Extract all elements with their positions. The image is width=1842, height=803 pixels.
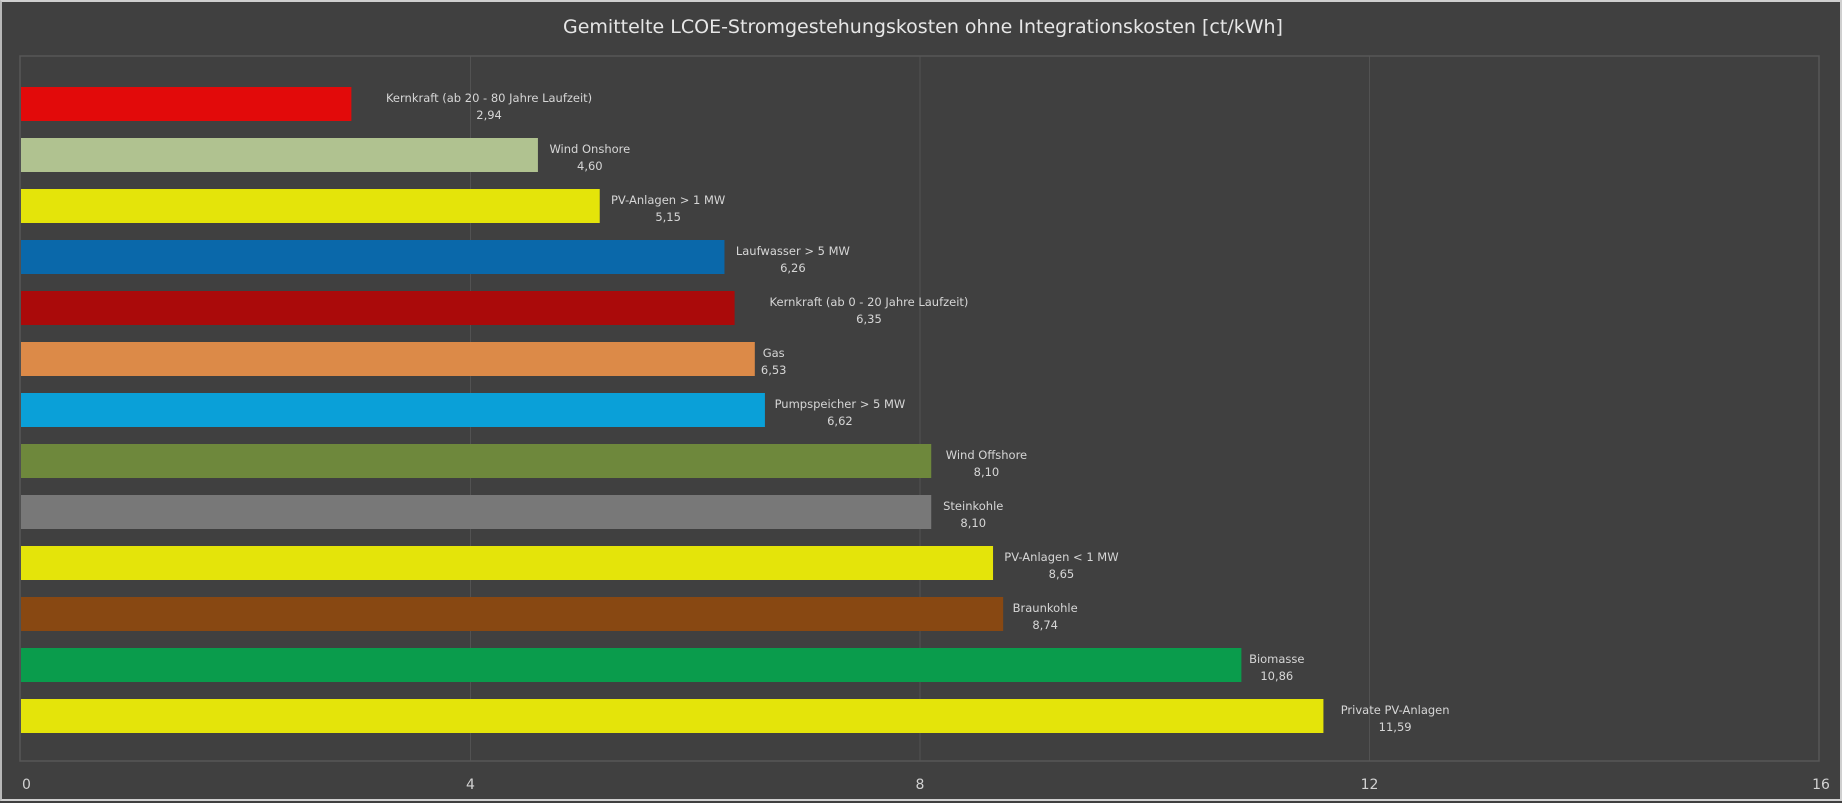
- x-tick-label: 8: [916, 777, 925, 793]
- bar-category-label: PV-Anlagen > 1 MW: [611, 193, 725, 207]
- bar-category-label: Private PV-Anlagen: [1341, 703, 1450, 717]
- x-tick-label: 0: [22, 777, 31, 793]
- bar-value-label: 8,74: [1032, 618, 1058, 632]
- x-tick-label: 4: [466, 777, 475, 793]
- bar-category-label: Laufwasser > 5 MW: [736, 244, 850, 258]
- bar: [21, 138, 538, 172]
- bar-value-label: 11,59: [1379, 720, 1412, 734]
- bar-value-label: 4,60: [577, 159, 603, 173]
- bar-value-label: 8,10: [960, 516, 986, 530]
- chart-title: Gemittelte LCOE-Stromgestehungskosten oh…: [563, 16, 1283, 38]
- bar: [21, 291, 735, 325]
- bar: [21, 240, 725, 274]
- bar: [21, 189, 600, 223]
- bars: Kernkraft (ab 20 - 80 Jahre Laufzeit) 2,9…: [21, 87, 1450, 734]
- bar-category-label: Biomasse: [1249, 652, 1304, 666]
- bar-category-label: Gas: [763, 346, 785, 360]
- bar-value-label: 6,35: [856, 312, 882, 326]
- bar-value-label: 6,26: [780, 261, 806, 275]
- bar: [21, 699, 1324, 733]
- bar-category-label: Wind Onshore: [549, 142, 630, 156]
- bar: [21, 87, 352, 121]
- plot-area: [19, 55, 1820, 762]
- x-tick-label: 12: [1361, 777, 1379, 793]
- bar-category-label: Kernkraft (ab 0 - 20 Jahre Laufzeit): [770, 295, 969, 309]
- bar: [21, 393, 765, 427]
- bar: [21, 546, 994, 580]
- bar-value-label: 8,65: [1049, 567, 1075, 581]
- bar: [21, 495, 932, 529]
- bar-category-label: Kernkraft (ab 20 - 80 Jahre Laufzeit): [386, 91, 592, 105]
- bar-category-label: Wind Offshore: [946, 448, 1027, 462]
- bar-category-label: Pumpspeicher > 5 MW: [775, 397, 906, 411]
- bar: [21, 597, 1004, 631]
- bar-value-label: 8,10: [974, 465, 1000, 479]
- x-axis-ticks: 0 4 8 12 16: [22, 777, 1830, 793]
- bar-category-label: PV-Anlagen < 1 MW: [1004, 550, 1118, 564]
- bar-value-label: 2,94: [476, 108, 502, 122]
- bar-category-label: Braunkohle: [1013, 601, 1078, 615]
- bar: [21, 342, 755, 376]
- bar-value-label: 6,62: [827, 414, 853, 428]
- bar-category-label: Steinkohle: [943, 499, 1003, 513]
- bar-value-label: 5,15: [655, 210, 681, 224]
- bar-value-label: 10,86: [1260, 669, 1293, 683]
- bar: [21, 648, 1242, 682]
- bar-value-label: 6,53: [761, 363, 787, 377]
- bar: [21, 444, 932, 478]
- x-tick-label: 16: [1812, 777, 1830, 793]
